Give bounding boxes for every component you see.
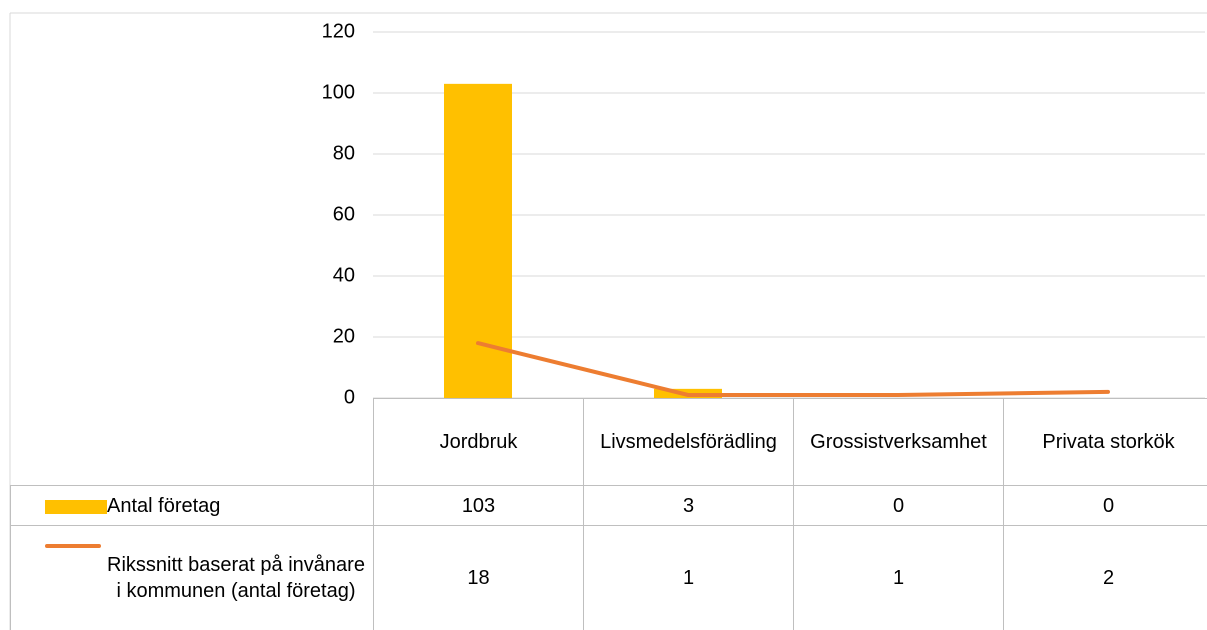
line-series <box>476 341 1110 397</box>
legend-swatch <box>45 544 101 548</box>
legend-entry: Rikssnitt baserat på invånare i kommunen… <box>10 525 373 630</box>
y-tick-label: 20 <box>333 325 355 347</box>
legend-swatch <box>45 500 107 514</box>
legend-label: Antal företag <box>107 494 221 517</box>
table-value: 0 <box>793 485 1003 525</box>
bar <box>444 83 512 398</box>
y-tick-label: 60 <box>333 203 355 225</box>
table-value: 18 <box>373 525 583 630</box>
table-value: 2 <box>1003 525 1207 630</box>
y-tick-label: 0 <box>344 386 355 408</box>
y-tick-label: 120 <box>322 20 355 42</box>
table-value: 103 <box>373 485 583 525</box>
table-value: 1 <box>793 525 1003 630</box>
table-value: 1 <box>583 525 793 630</box>
table-value: 0 <box>1003 485 1207 525</box>
y-tick-label: 80 <box>333 142 355 164</box>
y-tick-label: 40 <box>333 264 355 286</box>
legend-entry: Antal företag <box>10 485 373 525</box>
category-header: Privata storkök <box>1003 398 1207 485</box>
category-header: Livsmedelsförädling <box>583 398 793 485</box>
category-header: Jordbruk <box>373 398 583 485</box>
legend-label: Rikssnitt baserat på invånare i kommunen… <box>107 554 365 602</box>
table-value: 3 <box>583 485 793 525</box>
y-tick-label: 100 <box>322 81 355 103</box>
category-header: Grossistverksamhet <box>793 398 1003 485</box>
